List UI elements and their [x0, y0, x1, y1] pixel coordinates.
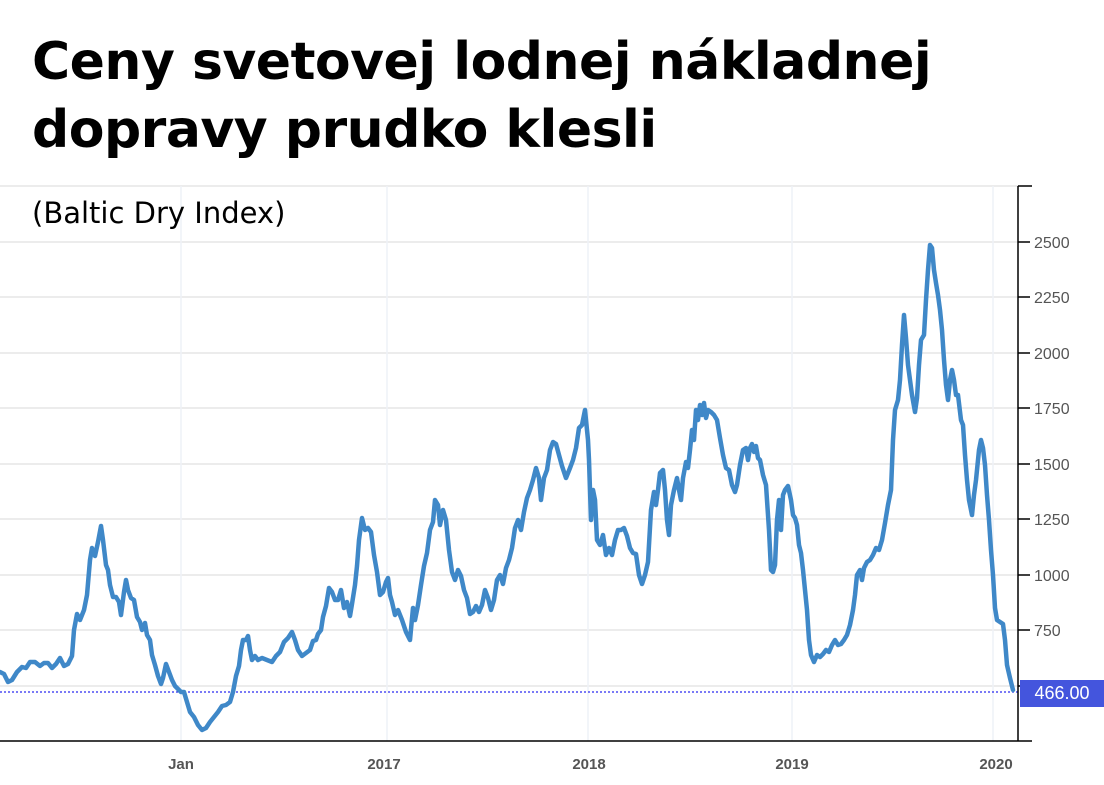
last-value-badge: 466.00	[1020, 680, 1104, 707]
x-tick-jan: Jan	[168, 756, 194, 773]
y-tick-750: 750	[1034, 623, 1061, 640]
y-tick-1750: 1750	[1034, 401, 1070, 418]
chart-subtitle: (Baltic Dry Index)	[32, 196, 286, 230]
y-tick-2000: 2000	[1034, 346, 1070, 363]
y-tick-1250: 1250	[1034, 512, 1070, 529]
chart-title: Ceny svetovej lodnej nákladnej dopravy p…	[32, 32, 932, 160]
y-tick-2500: 2500	[1034, 235, 1070, 252]
y-tick-2250: 2250	[1034, 290, 1070, 307]
x-tick-2017: 2017	[367, 756, 400, 773]
y-tick-labels: 2500 2250 2000 1750 1500 1250 1000 750 5…	[1034, 235, 1070, 696]
x-tick-2018: 2018	[572, 756, 605, 773]
x-tick-labels: Jan 2017 2018 2019 2020	[168, 756, 1013, 773]
x-tick-2020: 2020	[979, 756, 1012, 773]
y-tick-1500: 1500	[1034, 457, 1070, 474]
bdi-line	[0, 242, 1016, 733]
x-tick-2019: 2019	[775, 756, 808, 773]
y-axis	[1017, 185, 1032, 742]
y-tick-1000: 1000	[1034, 568, 1070, 585]
grid-horizontal	[0, 185, 1018, 687]
